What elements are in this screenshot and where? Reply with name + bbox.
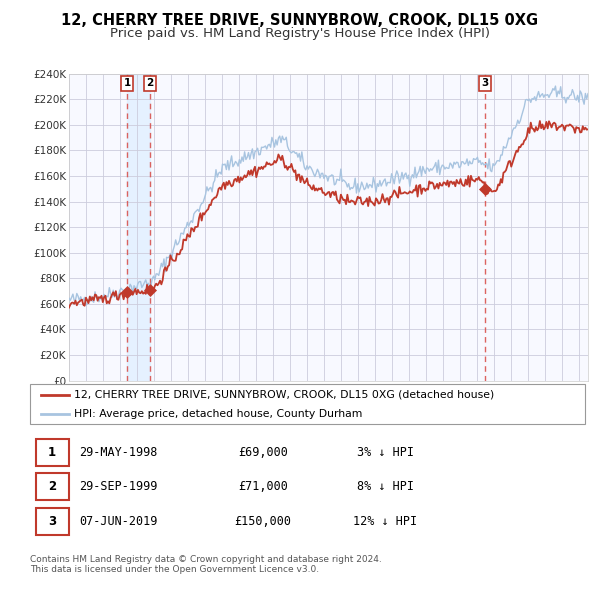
Text: 3% ↓ HPI: 3% ↓ HPI (356, 446, 414, 459)
Text: 1: 1 (124, 78, 131, 88)
Text: £150,000: £150,000 (235, 515, 292, 528)
Text: 12, CHERRY TREE DRIVE, SUNNYBROW, CROOK, DL15 0XG: 12, CHERRY TREE DRIVE, SUNNYBROW, CROOK,… (61, 13, 539, 28)
Text: 2: 2 (146, 78, 154, 88)
Text: 3: 3 (481, 78, 488, 88)
Text: Price paid vs. HM Land Registry's House Price Index (HPI): Price paid vs. HM Land Registry's House … (110, 27, 490, 40)
Text: 29-MAY-1998: 29-MAY-1998 (80, 446, 158, 459)
Text: £69,000: £69,000 (238, 446, 288, 459)
Text: 3: 3 (48, 515, 56, 528)
Bar (127, 74, 150, 381)
Text: 07-JUN-2019: 07-JUN-2019 (80, 515, 158, 528)
Text: 8% ↓ HPI: 8% ↓ HPI (356, 480, 414, 493)
Text: 12, CHERRY TREE DRIVE, SUNNYBROW, CROOK, DL15 0XG (detached house): 12, CHERRY TREE DRIVE, SUNNYBROW, CROOK,… (74, 390, 494, 400)
Text: 1: 1 (48, 446, 56, 459)
Text: HPI: Average price, detached house, County Durham: HPI: Average price, detached house, Coun… (74, 409, 363, 418)
FancyBboxPatch shape (35, 507, 69, 535)
FancyBboxPatch shape (35, 473, 69, 500)
Text: 2: 2 (48, 480, 56, 493)
FancyBboxPatch shape (35, 439, 69, 466)
Text: £71,000: £71,000 (238, 480, 288, 493)
Text: Contains HM Land Registry data © Crown copyright and database right 2024.
This d: Contains HM Land Registry data © Crown c… (30, 555, 382, 574)
Text: 29-SEP-1999: 29-SEP-1999 (80, 480, 158, 493)
Text: 12% ↓ HPI: 12% ↓ HPI (353, 515, 417, 528)
